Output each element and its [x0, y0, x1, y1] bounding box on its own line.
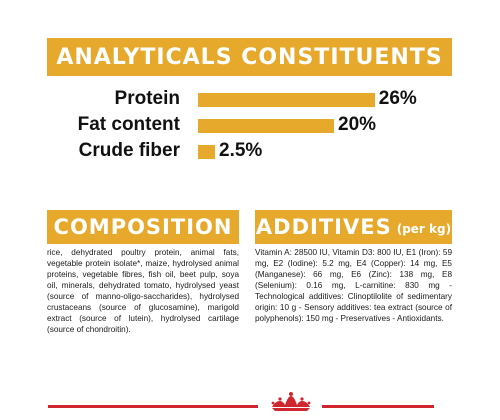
constituent-label: Protein [114, 88, 180, 109]
additives-title-suffix: (per kg) [396, 222, 452, 236]
constituent-value: 20% [338, 114, 377, 135]
additives-text: Vitamin A: 28500 IU, Vitamin D3: 800 IU,… [255, 248, 452, 323]
constituent-row-fiber: Crude fiber 2.5% [0, 140, 500, 164]
composition-title-banner: COMPOSITION [47, 210, 239, 244]
constituent-bar [198, 93, 375, 107]
constituent-bar [198, 145, 215, 159]
constituent-value: 26% [378, 88, 417, 109]
footer-divider-left [48, 405, 258, 408]
footer-divider-right [322, 405, 434, 408]
crown-icon [271, 392, 311, 411]
constituent-label: Crude fiber [78, 140, 180, 161]
constituent-label: Fat content [77, 114, 180, 135]
constituent-value: 2.5% [219, 140, 263, 161]
constituent-row-protein: Protein 26% [0, 88, 500, 112]
additives-title: ADDITIVES [255, 215, 392, 239]
additives-title-banner: ADDITIVES (per kg) [255, 210, 452, 244]
composition-text: rice, dehydrated poultry protein, animal… [47, 248, 239, 334]
analytics-title: ANALYTICALS CONSTITUENTS [56, 44, 443, 70]
constituent-bar [198, 119, 334, 133]
constituent-row-fat: Fat content 20% [0, 114, 500, 138]
analytics-title-banner: ANALYTICALS CONSTITUENTS [47, 38, 452, 76]
composition-title: COMPOSITION [53, 215, 233, 239]
